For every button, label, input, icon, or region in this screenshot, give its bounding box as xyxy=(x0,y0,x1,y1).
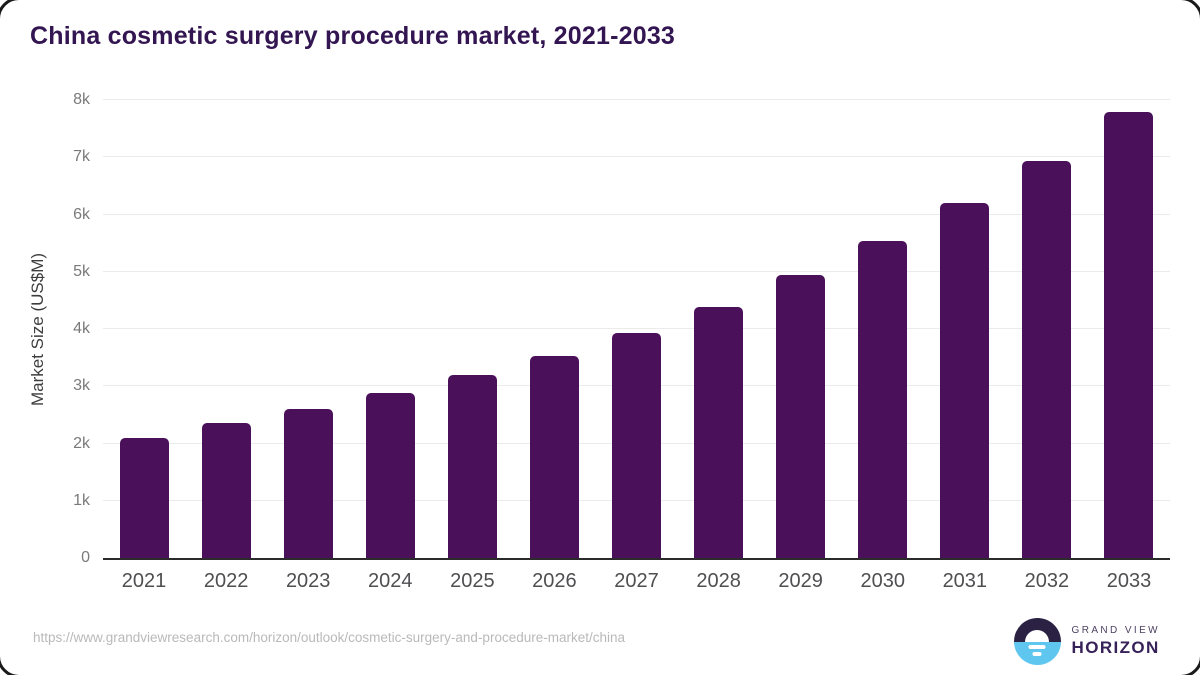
y-tick-label: 6k xyxy=(73,205,90,223)
y-tick-label: 3k xyxy=(73,377,90,395)
gridline xyxy=(103,270,1170,272)
gridline xyxy=(103,99,1170,100)
x-tick-label: 2022 xyxy=(203,570,249,592)
brand-name-top: GRAND VIEW xyxy=(1071,625,1160,636)
x-tick-label: 2028 xyxy=(696,570,741,592)
source-url: https://www.grandviewresearch.com/horizo… xyxy=(33,630,626,645)
plot-area: 0 1k 2k 3k 4k 5k 6k 7k 8k xyxy=(73,91,1170,566)
bar-2033 xyxy=(1104,112,1154,558)
bars-container xyxy=(103,100,1170,558)
x-tick-label: 2031 xyxy=(942,570,988,592)
y-tick-label: 8k xyxy=(73,91,90,108)
bar-2031 xyxy=(940,203,990,558)
bar-cell xyxy=(842,100,924,558)
bar-2024 xyxy=(365,393,415,558)
bar-2029 xyxy=(776,274,826,558)
bar-2025 xyxy=(447,375,497,558)
chart-title: China cosmetic surgery procedure market,… xyxy=(30,22,676,50)
bar-cell xyxy=(1088,100,1170,558)
x-tick-label: 2027 xyxy=(614,570,659,592)
bar-cell xyxy=(1006,100,1088,558)
brand-logo: GRAND VIEW HORIZON xyxy=(1013,618,1160,665)
y-tick-label: 7k xyxy=(73,148,90,166)
gridline xyxy=(103,156,1170,158)
horizon-sun-logo-icon xyxy=(1013,618,1061,665)
y-tick-label: 1k xyxy=(73,491,90,509)
x-tick-label: 2029 xyxy=(778,570,823,592)
bar-cell xyxy=(678,100,760,558)
y-tick-label: 5k xyxy=(73,262,90,280)
x-axis-labels: 2021 2022 2023 2024 2025 2026 2027 2028 2029 2030… xyxy=(103,570,1170,593)
bar-2026 xyxy=(529,355,579,558)
brand-text: GRAND VIEW HORIZON xyxy=(1072,625,1160,658)
bar-2030 xyxy=(858,240,908,558)
x-tick-label: 2033 xyxy=(1106,570,1152,592)
brand-name-bottom: HORIZON xyxy=(1071,638,1160,657)
logo-reflection-line xyxy=(1028,644,1046,649)
y-axis-title: Market Size (US$M) xyxy=(28,252,47,406)
bar-cell xyxy=(431,100,513,558)
bar-2023 xyxy=(283,409,333,558)
bar-2032 xyxy=(1022,160,1072,558)
bar-cell xyxy=(349,100,431,558)
bar-cell xyxy=(267,100,349,558)
bar-cell xyxy=(595,100,677,558)
logo-sun-dome xyxy=(1025,629,1050,642)
x-tick-label: 2024 xyxy=(368,570,413,592)
bar-cell xyxy=(513,100,595,558)
bar-2022 xyxy=(201,423,251,558)
bar-cell xyxy=(103,100,185,558)
y-tick-label: 2k xyxy=(73,434,90,452)
bar-2021 xyxy=(119,437,169,558)
gridline xyxy=(103,213,1170,215)
x-tick-label: 2025 xyxy=(450,570,495,592)
x-tick-label: 2030 xyxy=(860,570,905,592)
x-tick-label: 2021 xyxy=(121,570,167,592)
x-tick-label: 2023 xyxy=(285,570,331,592)
bar-cell xyxy=(185,100,267,558)
gridline xyxy=(103,328,1170,329)
bar-cell xyxy=(760,100,842,558)
x-tick-label: 2026 xyxy=(532,570,577,592)
y-tick-label: 4k xyxy=(73,320,90,337)
logo-reflection-line xyxy=(1032,651,1042,656)
bar-2028 xyxy=(694,307,744,558)
x-tick-label: 2032 xyxy=(1024,570,1070,592)
bar-2027 xyxy=(612,333,661,558)
y-tick-label: 0 xyxy=(81,549,90,566)
bar-cell xyxy=(924,100,1006,558)
